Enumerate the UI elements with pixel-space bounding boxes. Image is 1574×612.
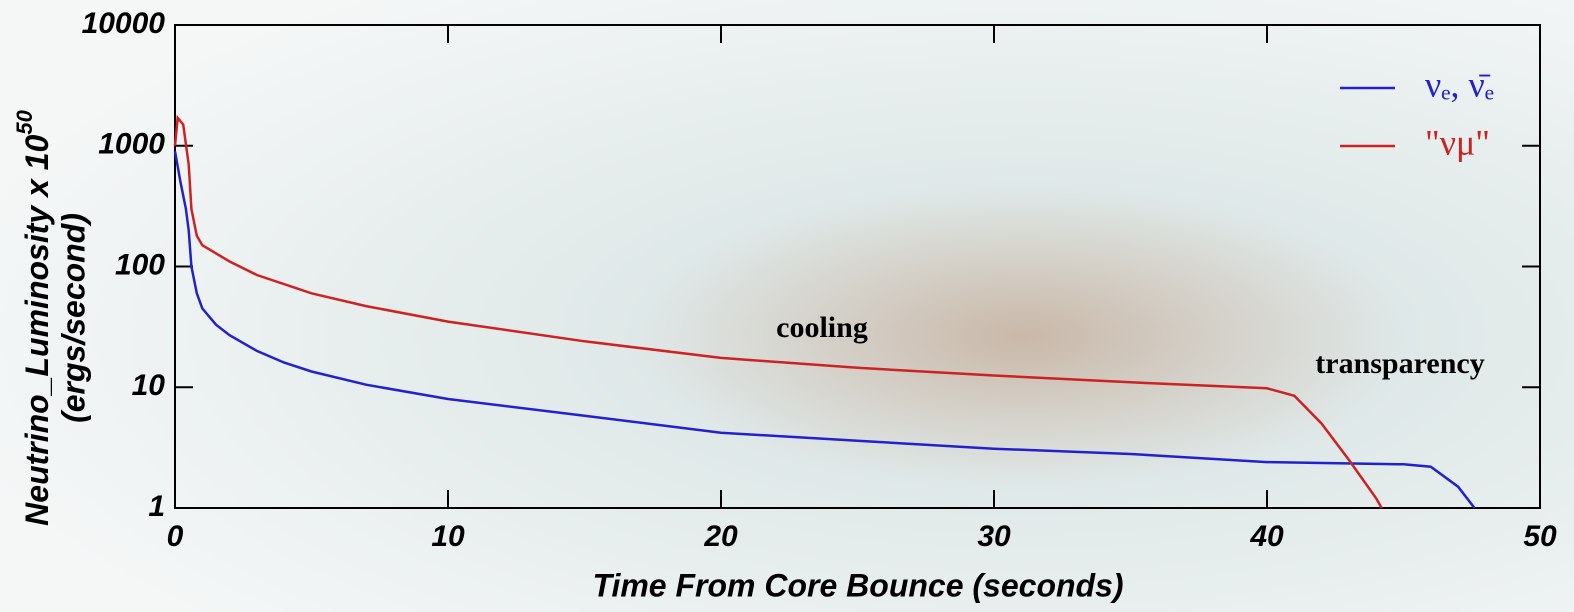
y-tick-label: 10000 [82,7,166,40]
x-tick-label: 10 [431,520,465,553]
x-tick-label: 20 [703,520,738,553]
y-tick-label: 1 [148,490,165,523]
y-axis-label: Neutrino_Luminosity x 1050 [12,109,56,525]
y-axis-units: (ergs/second) [55,213,91,423]
y-tick-label: 10 [132,369,166,402]
x-tick-label: 30 [977,520,1011,553]
legend-label: "νμ" [1425,122,1490,162]
y-label-main: Neutrino_Luminosity x 10 [19,134,55,525]
legend-label: νₑ, ν̄ₑ [1425,64,1494,104]
y-tick-label: 100 [115,248,165,281]
annotation: cooling [776,311,868,344]
annotation: transparency [1315,347,1484,380]
data-line [173,114,1383,509]
y-label-exponent: 50 [12,109,37,134]
x-tick-label: 40 [1249,520,1284,553]
x-tick-label: 0 [167,520,184,553]
x-tick-label: 50 [1523,520,1557,553]
y-tick-label: 1000 [98,128,165,161]
data-line [173,151,1476,509]
y-axis-title: Neutrino_Luminosity x 1050 (ergs/second) [12,109,92,525]
x-axis-label: Time From Core Bounce (seconds) [592,567,1123,603]
